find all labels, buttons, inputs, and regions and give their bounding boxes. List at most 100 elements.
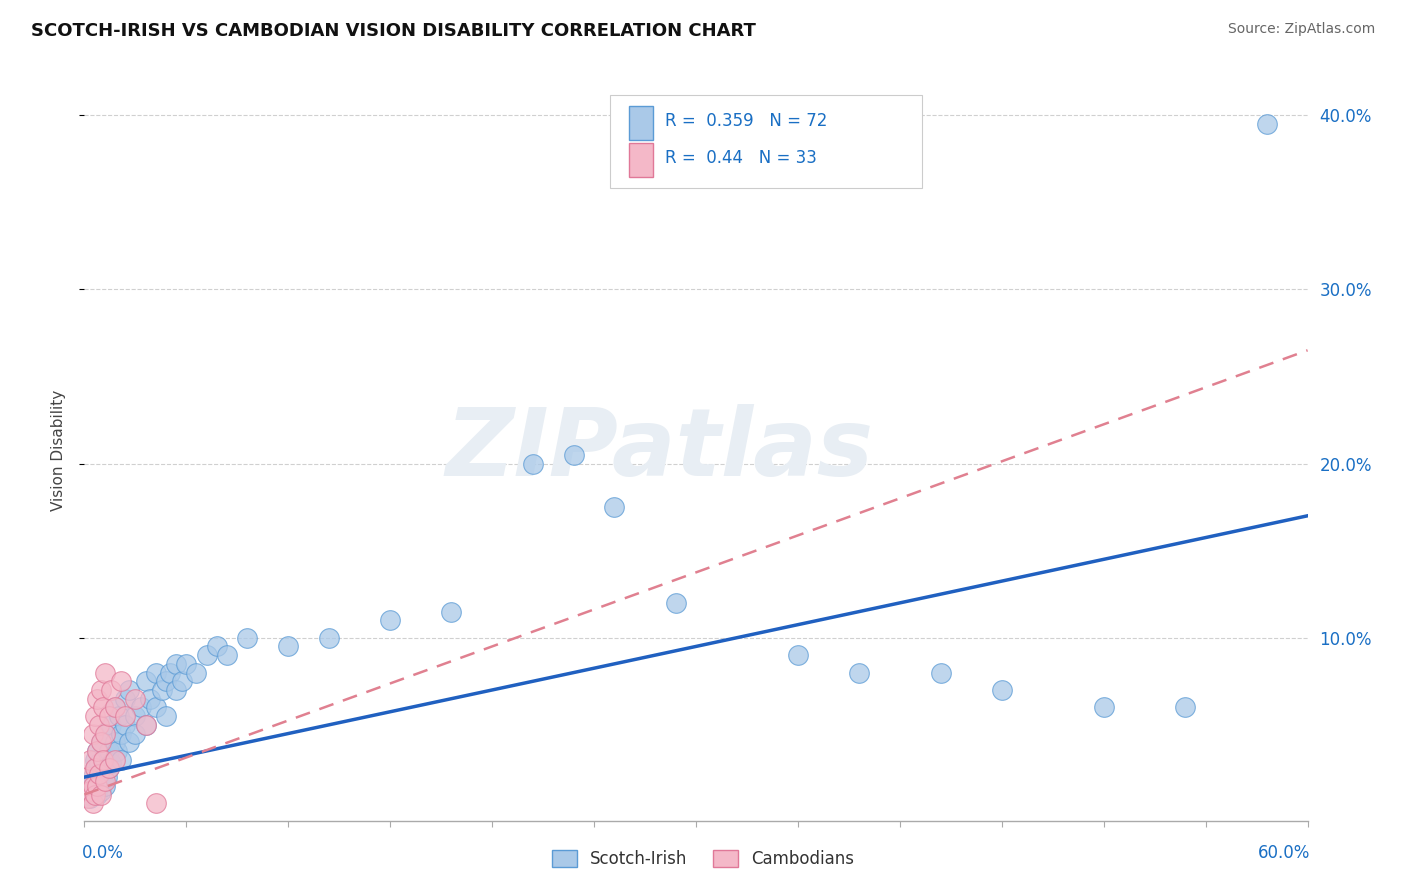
- Point: [1174, 700, 1197, 714]
- Point: [118, 683, 141, 698]
- Text: R =  0.359   N = 72: R = 0.359 N = 72: [665, 112, 828, 130]
- Text: R =  0.44   N = 33: R = 0.44 N = 33: [665, 149, 817, 167]
- Point: [96, 770, 118, 784]
- Point: [86, 766, 108, 780]
- Point: [440, 605, 463, 619]
- Point: [236, 631, 259, 645]
- Point: [1092, 700, 1115, 714]
- Point: [77, 788, 100, 802]
- Point: [93, 726, 115, 740]
- Point: [83, 753, 105, 767]
- Point: [145, 796, 167, 810]
- Text: SCOTCH-IRISH VS CAMBODIAN VISION DISABILITY CORRELATION CHART: SCOTCH-IRISH VS CAMBODIAN VISION DISABIL…: [31, 22, 756, 40]
- Point: [665, 596, 688, 610]
- Point: [131, 700, 153, 714]
- Point: [97, 744, 120, 758]
- Point: [82, 796, 104, 810]
- Text: 60.0%: 60.0%: [1257, 845, 1310, 863]
- Point: [86, 691, 108, 706]
- Point: [79, 791, 101, 805]
- Point: [90, 735, 112, 749]
- Y-axis label: Vision Disability: Vision Disability: [51, 390, 66, 511]
- Point: [104, 753, 127, 767]
- Point: [93, 779, 115, 793]
- Point: [91, 761, 114, 775]
- Point: [90, 683, 112, 698]
- Point: [159, 665, 181, 680]
- Point: [135, 718, 157, 732]
- Point: [91, 773, 114, 788]
- Point: [217, 648, 239, 662]
- Point: [114, 718, 136, 732]
- Legend: Scotch-Irish, Cambodians: Scotch-Irish, Cambodians: [546, 843, 860, 875]
- Point: [97, 761, 120, 775]
- Point: [86, 744, 108, 758]
- Point: [90, 788, 112, 802]
- Point: [118, 735, 141, 749]
- Point: [110, 674, 132, 689]
- Point: [82, 779, 104, 793]
- Point: [104, 700, 127, 714]
- Point: [87, 718, 110, 732]
- Point: [114, 691, 136, 706]
- Point: [186, 665, 208, 680]
- Point: [86, 788, 108, 802]
- Text: ZIPatlas: ZIPatlas: [446, 404, 873, 497]
- Point: [79, 753, 101, 767]
- Point: [104, 700, 127, 714]
- Point: [93, 753, 115, 767]
- Point: [77, 770, 100, 784]
- Point: [87, 756, 110, 771]
- Point: [105, 744, 128, 758]
- Point: [991, 683, 1014, 698]
- Point: [97, 761, 120, 775]
- Point: [90, 770, 112, 784]
- Point: [100, 683, 122, 698]
- Point: [79, 784, 101, 798]
- Point: [93, 726, 115, 740]
- FancyBboxPatch shape: [610, 95, 922, 187]
- Point: [522, 457, 544, 471]
- Point: [318, 631, 340, 645]
- Point: [172, 674, 194, 689]
- Point: [138, 691, 160, 706]
- Point: [124, 691, 146, 706]
- Point: [603, 500, 626, 514]
- Point: [114, 709, 136, 723]
- Point: [82, 770, 104, 784]
- Point: [100, 718, 122, 732]
- Point: [562, 448, 585, 462]
- Point: [155, 674, 177, 689]
- Point: [1256, 117, 1278, 131]
- Point: [90, 735, 112, 749]
- Point: [93, 665, 115, 680]
- Point: [104, 735, 127, 749]
- Point: [87, 779, 110, 793]
- Point: [108, 709, 131, 723]
- FancyBboxPatch shape: [628, 106, 654, 139]
- Point: [195, 648, 218, 662]
- Point: [91, 700, 114, 714]
- Point: [150, 683, 173, 698]
- Point: [83, 773, 105, 788]
- Point: [155, 709, 177, 723]
- Point: [135, 718, 157, 732]
- Point: [205, 640, 228, 654]
- Point: [86, 779, 108, 793]
- Point: [77, 791, 100, 805]
- Point: [380, 613, 402, 627]
- Point: [135, 674, 157, 689]
- Point: [124, 726, 146, 740]
- Point: [165, 683, 187, 698]
- Point: [83, 788, 105, 802]
- Point: [86, 744, 108, 758]
- Point: [929, 665, 952, 680]
- Point: [79, 779, 101, 793]
- Point: [83, 761, 105, 775]
- Point: [82, 726, 104, 740]
- FancyBboxPatch shape: [628, 144, 654, 177]
- Point: [787, 648, 810, 662]
- Point: [277, 640, 299, 654]
- Text: Source: ZipAtlas.com: Source: ZipAtlas.com: [1227, 22, 1375, 37]
- Point: [90, 784, 112, 798]
